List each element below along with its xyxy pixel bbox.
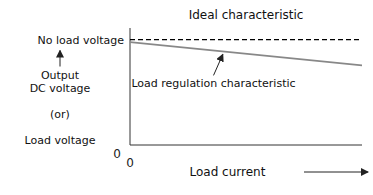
y-axis-label-line: Output [41,69,80,82]
x-tick-label: 0 [126,156,134,170]
y-tick-label: 0 [113,147,121,161]
annotation-arrow [214,54,223,75]
series-group [130,40,362,66]
x-axis-label: Load current [189,165,265,179]
series-line [130,42,362,65]
y-axis-arrow [60,51,61,67]
y-axis-label: OutputDC voltage (or) Load voltage [25,69,96,147]
x-axis-line [130,145,362,146]
y-axis-label-line: (or) [50,108,70,121]
series-line [130,39,362,40]
y-axis-label-line: DC voltage [30,82,91,95]
annotation: No load voltage [37,34,124,47]
y-axis-label-line: Load voltage [25,134,96,147]
y-axis-line [130,28,131,145]
chart-root: 00 Ideal characteristic No load voltage Loa… [0,0,373,195]
annotation: Load regulation characteristic [131,77,295,90]
title: Ideal characteristic [189,8,304,22]
x-axis-arrow [304,172,368,173]
chart-svg: 00 Ideal characteristic No load voltage Loa… [0,0,373,195]
